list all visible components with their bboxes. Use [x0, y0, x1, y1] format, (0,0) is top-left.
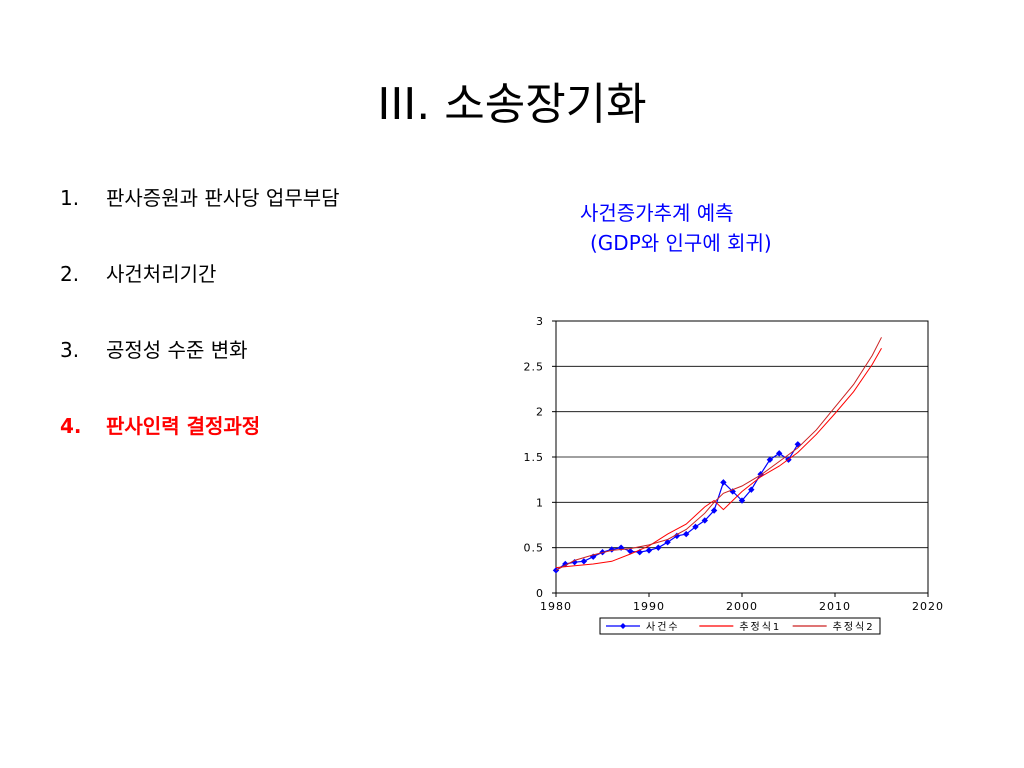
- slide-title: III. 소송장기화: [377, 79, 647, 130]
- legend-label: 사건수: [646, 621, 680, 633]
- y-tick-label: 1: [536, 496, 544, 509]
- case-forecast-chart: 0 0.5 1 1.5 2 2.5 3 1980 1990 2000 2010 2020 사건수 추정…: [524, 315, 944, 635]
- x-tick-label: 1990: [633, 600, 665, 613]
- y-tick-label: 2.5: [524, 360, 545, 373]
- agenda-item-label: 공정성 수준 변화: [106, 338, 248, 362]
- data-point: [701, 517, 708, 524]
- agenda-item-label: 판사증원과 판사당 업무부담: [106, 186, 340, 210]
- data-point: [552, 567, 560, 574]
- x-tick-label: 2000: [726, 600, 758, 613]
- x-tick-label: 2010: [819, 600, 851, 613]
- legend-label: 추정식1: [739, 621, 781, 633]
- data-point: [692, 523, 699, 531]
- chart-caption: 사건증가추계 예측 (GDP와 인구에 회귀): [560, 198, 860, 258]
- agenda-item-1: 1. 판사증원과 판사당 업무부담: [60, 186, 340, 262]
- data-point: [710, 507, 718, 514]
- y-tick-label: 2: [536, 406, 544, 419]
- legend-label: 추정식2: [833, 621, 875, 633]
- x-axis-ticks: 1980 1990 2000 2010 2020: [540, 593, 944, 613]
- data-point: [738, 497, 746, 504]
- agenda-item-number: 2.: [60, 262, 80, 286]
- y-tick-label: 3: [536, 315, 544, 328]
- y-axis-ticks: 0 0.5 1 1.5 2 2.5 3: [524, 315, 556, 600]
- agenda-item-number: 1.: [60, 186, 80, 210]
- x-tick-label: 2020: [912, 600, 944, 613]
- series-line-3: [555, 337, 882, 571]
- agenda-item-number: 4.: [60, 414, 82, 438]
- data-point: [673, 532, 681, 540]
- legend: 사건수 추정식1 추정식2: [599, 617, 881, 635]
- legend-swatch-marker: [620, 623, 626, 629]
- agenda-item-4-active: 4. 판사인력 결정과정: [60, 414, 340, 490]
- series-line-2: [555, 347, 882, 569]
- data-point: [645, 547, 653, 554]
- x-tick-label: 1980: [540, 600, 572, 613]
- chart-caption-line1: 사건증가추계 예측: [580, 201, 734, 225]
- y-tick-label: 0.5: [524, 542, 545, 555]
- series-group: [552, 337, 882, 574]
- agenda-list: 1. 판사증원과 판사당 업무부담 2. 사건처리기간 3. 공정성 수준 변화 4.…: [60, 186, 340, 490]
- agenda-item-2: 2. 사건처리기간: [60, 262, 340, 338]
- y-tick-label: 0: [536, 587, 544, 600]
- legend-box: [599, 617, 881, 635]
- agenda-item-3: 3. 공정성 수준 변화: [60, 338, 340, 414]
- agenda-item-label: 사건처리기간: [106, 262, 217, 286]
- agenda-item-label: 판사인력 결정과정: [106, 414, 261, 438]
- chart-caption-line2: (GDP와 인구에 회귀): [590, 231, 772, 255]
- y-tick-label: 1.5: [524, 451, 545, 464]
- data-point: [571, 558, 578, 566]
- agenda-item-number: 3.: [60, 338, 80, 362]
